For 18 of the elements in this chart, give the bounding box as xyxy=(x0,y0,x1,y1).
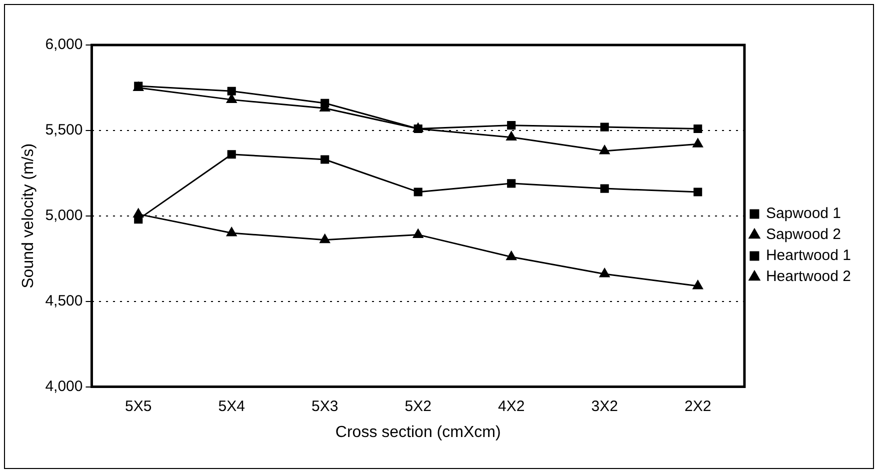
y-tick-label: 5,500 xyxy=(45,122,83,139)
y-tick-label: 5,000 xyxy=(45,207,83,224)
x-tick-label: 5X5 xyxy=(125,398,152,415)
legend-label: Sapwood 2 xyxy=(766,226,842,244)
y-tick-label: 4,000 xyxy=(45,378,83,395)
y-tick-label: 6,000 xyxy=(45,36,83,54)
x-tick-label: 5X3 xyxy=(311,398,338,415)
x-tick-label: 3X2 xyxy=(591,398,618,415)
legend-label: Sapwood 1 xyxy=(766,205,842,222)
y-tick-label: 4,500 xyxy=(45,292,83,310)
x-tick-label: 5X2 xyxy=(404,398,432,415)
x-tick-label: 5X4 xyxy=(218,398,245,415)
x-tick-label: 2X2 xyxy=(684,398,712,415)
y-axis-title: Sound velocity (m/s) xyxy=(20,143,38,288)
x-tick-label: 4X2 xyxy=(498,398,525,415)
x-axis-title: Cross section (cmXcm) xyxy=(335,424,501,441)
legend-label: Heartwood 1 xyxy=(766,247,852,264)
legend-label: Heartwood 2 xyxy=(766,268,852,286)
